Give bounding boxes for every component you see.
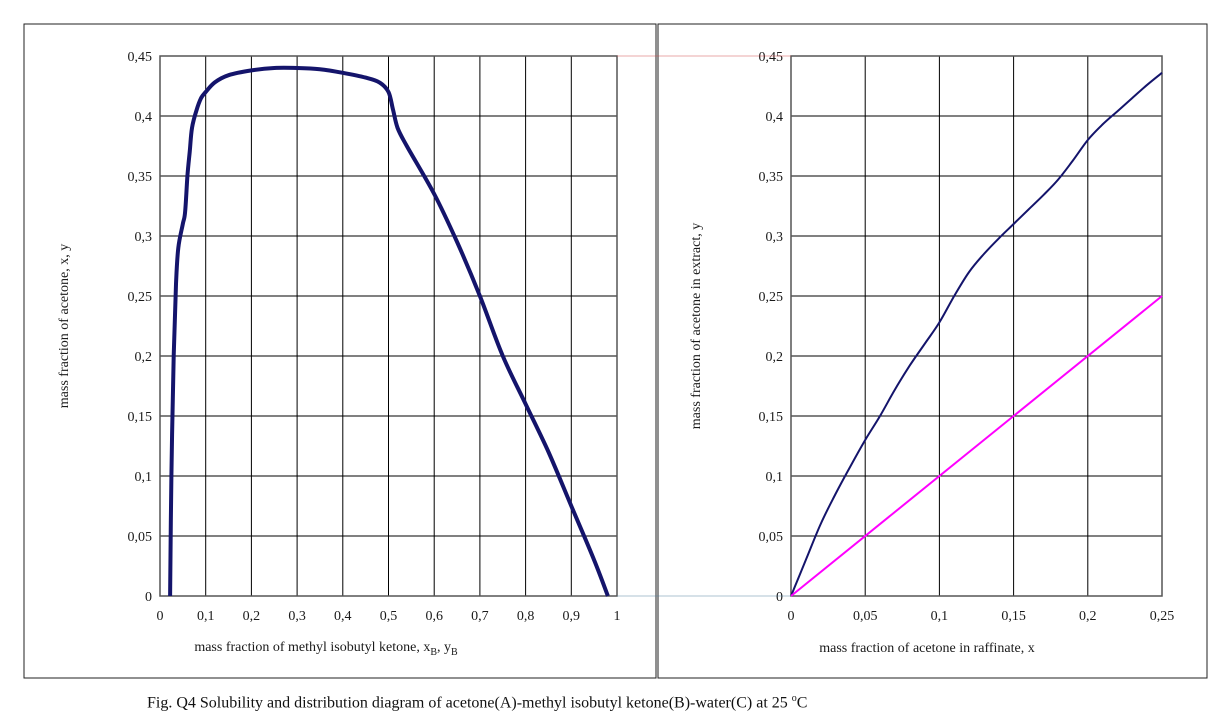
plot-border [159, 55, 618, 597]
figure-caption: Fig. Q4 Solubility and distribution diag… [147, 693, 808, 712]
x-tick-label: 0,4 [334, 609, 352, 624]
y-tick-label: 0,05 [128, 530, 153, 545]
y-tick-label: 0,2 [766, 350, 784, 365]
x-tick-label: 0,7 [471, 609, 489, 624]
y-tick-label: 0,05 [759, 530, 784, 545]
y-tick-label: 0,45 [128, 50, 153, 65]
left-panel-frame [23, 23, 657, 679]
distribution-curve [790, 72, 1163, 597]
y-tick-label: 0,4 [766, 110, 784, 125]
y-tick-label: 0,25 [759, 290, 784, 305]
x-tick-label: 0,15 [1001, 609, 1026, 624]
left-grid [159, 55, 618, 597]
y-tick-label: 0,15 [128, 410, 153, 425]
x-tick-label: 0,6 [425, 609, 443, 624]
y-tick-label: 0 [145, 590, 152, 605]
right-tick-labels: 0 0,05 0,1 0,15 0,2 0,25 0 0,05 0,1 0,15 0,2 0,25 0,… [759, 50, 1175, 624]
x-tick-label: 0,9 [563, 609, 581, 624]
y-tick-label: 0,1 [766, 470, 784, 485]
y-tick-label: 0,1 [135, 470, 153, 485]
left-tick-labels: 0 0,1 0,2 0,3 0,4 0,5 0,6 0,7 0,8 0,9 1 0 0,05 0,1 0,1… [128, 50, 621, 624]
x-tick-label: 0 [157, 609, 164, 624]
y-tick-label: 0,3 [135, 230, 153, 245]
left-y-axis-label: mass fraction of acetone, x, y [57, 244, 72, 408]
x-tick-label: 0,25 [1150, 609, 1175, 624]
solubility-chart: 0 0,1 0,2 0,3 0,4 0,5 0,6 0,7 0,8 0,9 1 0 0,05 0,1 0,1… [57, 50, 621, 658]
right-y-axis-label: mass fraction of acetone in extract, y [689, 223, 704, 429]
x-tick-label: 0,2 [243, 609, 261, 624]
x-tick-label: 0,2 [1079, 609, 1097, 624]
plot-border [790, 55, 1163, 597]
y-tick-label: 0 [776, 590, 783, 605]
right-x-axis-label: mass fraction of acetone in raffinate, x [819, 641, 1034, 656]
x-tick-label: 0,05 [853, 609, 878, 624]
y-tick-label: 0,25 [128, 290, 153, 305]
x-tick-label: 0,1 [931, 609, 949, 624]
x-tick-label: 0 [788, 609, 795, 624]
y-tick-label: 0,15 [759, 410, 784, 425]
y-tick-label: 0,4 [135, 110, 153, 125]
y-tick-label: 0,3 [766, 230, 784, 245]
solubility-curve [168, 65, 610, 597]
y-tick-label: 0,35 [759, 170, 784, 185]
distribution-chart: 0 0,05 0,1 0,15 0,2 0,25 0 0,05 0,1 0,15 0,2 0,25 0,… [689, 50, 1174, 656]
right-grid [790, 55, 1163, 597]
diagonal-line [790, 295, 1163, 597]
x-tick-label: 0,8 [517, 609, 535, 624]
y-tick-label: 0,45 [759, 50, 784, 65]
x-tick-label: 0,1 [197, 609, 215, 624]
x-tick-label: 1 [614, 609, 621, 624]
right-panel-frame [657, 23, 1208, 679]
x-tick-label: 0,3 [288, 609, 306, 624]
y-tick-label: 0,35 [128, 170, 153, 185]
left-x-axis-label: mass fraction of methyl isobutyl ketone,… [194, 640, 458, 658]
y-tick-label: 0,2 [135, 350, 153, 365]
x-tick-label: 0,5 [380, 609, 398, 624]
